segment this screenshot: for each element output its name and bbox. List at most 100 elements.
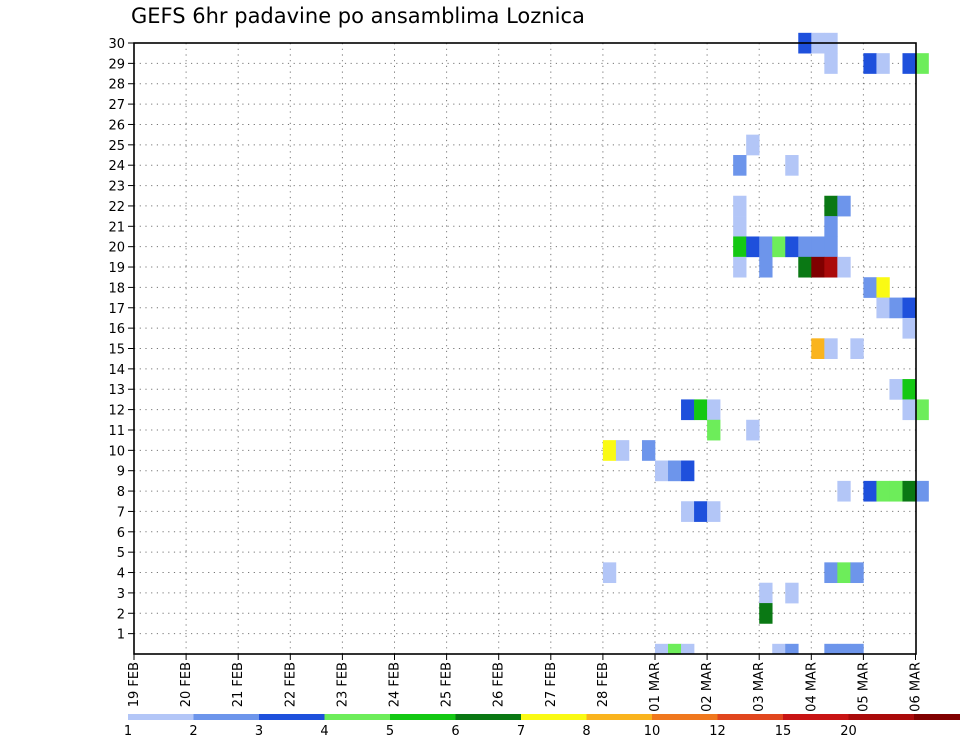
heatmap-cell <box>837 643 851 655</box>
plot-frame <box>133 42 917 655</box>
heatmap-cell <box>655 460 669 482</box>
heatmap-cell <box>733 236 747 258</box>
heatmap-cell <box>889 480 903 502</box>
heatmap-cell <box>915 399 929 421</box>
heatmap-cell <box>785 643 799 655</box>
y-tick-label: 29 <box>108 57 125 72</box>
heatmap-cell <box>824 216 838 237</box>
heatmap-cell <box>655 643 669 655</box>
x-tick-label: 01 MAR <box>648 662 663 712</box>
heatmap-cell <box>824 338 838 359</box>
heatmap-cell <box>746 419 760 441</box>
x-tick-label: 04 MAR <box>804 662 819 712</box>
legend-swatch <box>586 714 653 720</box>
x-tick-label: 23 FEB <box>335 662 350 707</box>
legend-swatch <box>455 714 522 720</box>
heatmap-cell <box>824 643 838 655</box>
x-tick-label: 27 FEB <box>544 662 559 707</box>
heatmap-cell <box>824 562 838 584</box>
heatmap-cell <box>902 297 916 319</box>
legend-swatch <box>848 714 915 720</box>
legend-label: 20 <box>840 724 857 739</box>
heatmap-cell <box>902 399 916 421</box>
y-tick-label: 16 <box>108 322 125 337</box>
heatmap-cell <box>641 440 656 461</box>
y-tick-label: 15 <box>108 343 125 358</box>
legend-label: 2 <box>189 724 197 739</box>
heatmap-cell <box>889 379 903 400</box>
legend-label: 10 <box>644 724 661 739</box>
heatmap-cell <box>824 256 838 278</box>
chart-title: GEFS 6hr padavine po ansamblima Loznica <box>131 4 585 28</box>
y-tick-label: 4 <box>117 567 125 582</box>
y-tick-label: 25 <box>108 139 125 154</box>
heatmap-cell <box>811 256 825 278</box>
x-tick-label: 03 MAR <box>752 662 767 712</box>
heatmap-cell <box>837 195 851 217</box>
legend-swatch <box>521 714 587 720</box>
heatmap-cell <box>694 399 708 421</box>
legend-swatch <box>914 714 960 720</box>
heatmap-cell <box>668 460 682 482</box>
legend-label: 12 <box>709 724 726 739</box>
heatmap-cell <box>863 53 877 74</box>
y-tick-label: 11 <box>108 424 125 439</box>
heatmap-cell <box>850 643 864 655</box>
legend-swatch <box>259 714 325 720</box>
heatmap-cell <box>863 480 877 502</box>
legend-swatch <box>128 714 194 720</box>
y-tick-label: 26 <box>108 118 125 133</box>
heatmap-cell <box>759 582 773 604</box>
y-tick-label: 7 <box>117 505 125 520</box>
y-tick-label: 8 <box>117 485 125 500</box>
heatmap-cell <box>733 155 747 176</box>
legend-label: 3 <box>255 724 263 739</box>
heatmap-cell <box>733 256 747 278</box>
heatmap-cell <box>902 317 916 339</box>
heatmap-cell <box>759 236 773 258</box>
heatmap-cell <box>902 480 916 502</box>
heatmap-cell <box>602 440 617 461</box>
heatmap-cell <box>876 277 890 298</box>
heatmap-cell <box>824 53 838 74</box>
x-tick-label: 19 FEB <box>127 662 142 707</box>
y-tick-label: 5 <box>117 546 125 561</box>
heatmap-cell <box>694 501 708 522</box>
heatmap-cell <box>733 195 747 217</box>
heatmap-cell <box>798 236 812 258</box>
heatmap-cell <box>785 582 799 604</box>
heatmap-cell <box>602 562 617 584</box>
x-tick-label: 21 FEB <box>231 662 246 707</box>
x-tick-label: 26 FEB <box>492 662 507 707</box>
heatmap-cell <box>915 53 929 74</box>
y-tick-label: 24 <box>108 159 125 174</box>
legend-swatch <box>652 714 718 720</box>
heatmap-cell <box>915 480 929 502</box>
heatmap-cell <box>850 562 864 584</box>
y-tick-label: 3 <box>117 587 125 602</box>
legend-swatch <box>390 714 456 720</box>
heatmap-cell <box>707 399 721 421</box>
heatmap-cell <box>615 440 630 461</box>
heatmap-cell <box>902 379 916 400</box>
legend-label: 4 <box>320 724 328 739</box>
legend-label: 15 <box>775 724 792 739</box>
y-tick-label: 9 <box>117 465 125 480</box>
y-tick-label: 12 <box>108 404 125 419</box>
y-tick-label: 1 <box>117 628 125 643</box>
legend-swatch <box>193 714 260 720</box>
heatmap-cell <box>876 480 890 502</box>
legend-label: 6 <box>451 724 459 739</box>
heatmap-cell <box>746 134 760 156</box>
y-tick-label: 14 <box>108 363 125 378</box>
heatmap-cell <box>785 155 799 176</box>
x-tick-label: 24 FEB <box>388 662 403 707</box>
heatmap-cell <box>811 338 825 359</box>
heatmap-cell <box>863 277 877 298</box>
y-tick-label: 30 <box>108 37 125 52</box>
legend-label: 7 <box>517 724 525 739</box>
legend-label: 8 <box>582 724 590 739</box>
y-tick-label: 20 <box>108 241 125 256</box>
